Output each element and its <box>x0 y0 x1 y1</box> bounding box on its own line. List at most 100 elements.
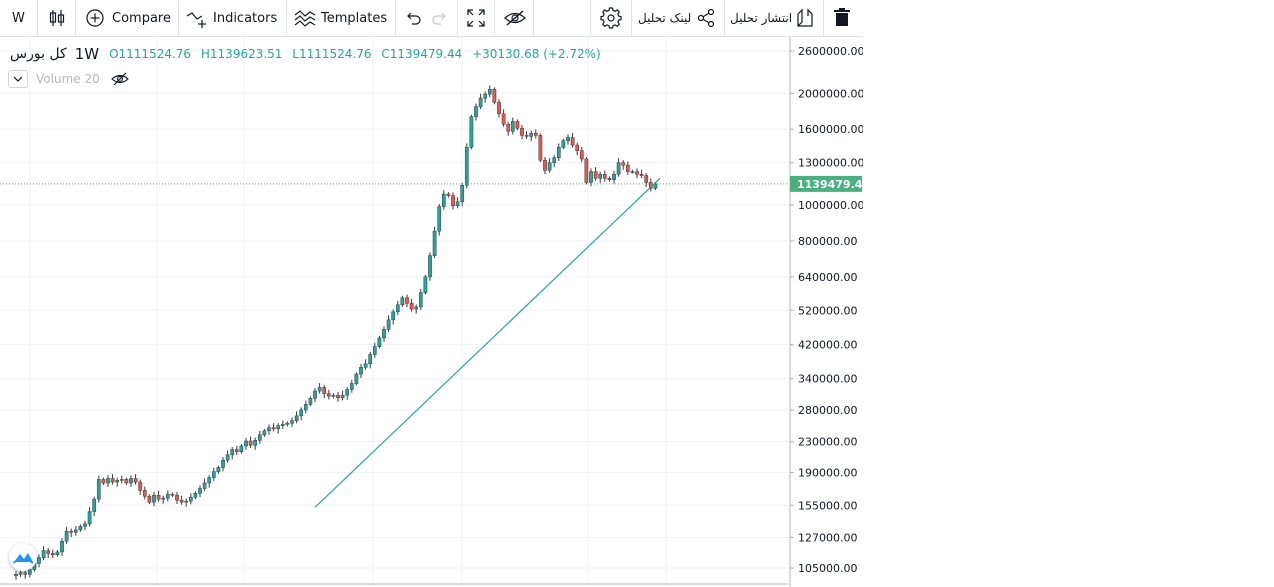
price-chart[interactable]: 2600000.00 2000000.00 1600000.00 1300000.00… <box>0 37 863 587</box>
candle <box>244 437 248 450</box>
candle <box>464 143 469 189</box>
candle <box>106 475 110 487</box>
last-price-text: 1139479.44 <box>797 178 863 191</box>
candle <box>290 417 294 428</box>
candle <box>533 129 538 139</box>
candle <box>78 524 83 532</box>
candle <box>570 133 575 148</box>
candle <box>133 474 138 485</box>
axis-tick-label: 2000000.00 <box>798 87 863 100</box>
interval-button[interactable]: W <box>12 0 25 36</box>
trend-line[interactable] <box>314 177 661 508</box>
candle <box>584 157 589 185</box>
candle <box>359 364 363 378</box>
candle <box>368 352 373 369</box>
chart-grid <box>0 37 788 587</box>
candle <box>400 295 405 307</box>
axis-tick-label: 640000.00 <box>798 271 858 284</box>
compare-button[interactable]: Compare <box>85 0 171 36</box>
delete-button[interactable] <box>833 0 851 36</box>
candle <box>234 445 239 456</box>
candle <box>510 117 515 135</box>
volume-legend: Volume 20 <box>8 70 130 88</box>
volume-label: Volume 20 <box>36 72 100 86</box>
candle <box>566 134 570 145</box>
hide-drawings-button[interactable] <box>503 0 527 36</box>
toolbar-divider <box>590 0 591 36</box>
candle <box>602 170 607 182</box>
eye-crossed-icon[interactable] <box>110 71 130 87</box>
candle <box>129 475 133 487</box>
candle <box>455 197 460 209</box>
candle <box>225 450 230 463</box>
toolbar-divider <box>631 0 632 36</box>
candle <box>303 400 308 414</box>
link-analysis-label: لینک تحلیل <box>638 11 692 25</box>
candle <box>520 125 524 140</box>
chart-type-button[interactable] <box>47 0 67 36</box>
candle <box>363 359 368 370</box>
candle <box>451 192 455 210</box>
candle <box>115 477 120 487</box>
resolution-label: 1W <box>74 45 100 63</box>
candle <box>55 550 60 557</box>
axis-tick-label: 800000.00 <box>798 235 858 248</box>
candle <box>161 495 166 504</box>
axis-tick-label: 420000.00 <box>798 339 858 352</box>
indicators-button[interactable]: Indicators <box>186 0 277 36</box>
symbol-name[interactable]: کل بورس <box>10 46 67 62</box>
publish-analysis-button[interactable]: انتشار تحلیل <box>730 0 815 36</box>
candle <box>405 294 409 308</box>
candle <box>469 114 474 150</box>
price-axis[interactable]: 2600000.00 2000000.00 1600000.00 1300000.00… <box>0 37 863 587</box>
candle <box>492 87 497 105</box>
toolbar-divider <box>37 0 38 36</box>
candle <box>313 387 317 403</box>
candle <box>188 493 193 505</box>
candle <box>354 372 359 386</box>
interval-label: W <box>12 10 25 26</box>
candle <box>152 491 156 507</box>
toolbar-divider <box>494 0 495 36</box>
axis-tick-label: 520000.00 <box>798 304 858 317</box>
candle <box>607 176 612 182</box>
toolbar-divider <box>533 0 534 36</box>
collapse-button[interactable] <box>8 70 28 88</box>
redo-icon <box>432 12 446 25</box>
candle <box>409 298 414 312</box>
logo-button[interactable] <box>9 543 37 571</box>
candle <box>386 315 391 332</box>
candle <box>69 528 74 537</box>
candle <box>326 389 331 400</box>
candle <box>170 492 175 498</box>
fullscreen-icon <box>467 9 485 27</box>
candle <box>138 479 143 495</box>
redo-button[interactable] <box>430 0 450 36</box>
candle <box>639 169 644 179</box>
candle <box>593 167 598 181</box>
candle <box>506 121 511 136</box>
candle <box>391 309 396 325</box>
candle <box>179 495 184 505</box>
candle <box>216 465 221 474</box>
candle <box>221 457 225 472</box>
templates-button[interactable]: Templates <box>294 0 387 36</box>
eye-crossed-icon <box>504 10 526 26</box>
candle <box>83 520 87 531</box>
candle <box>598 171 603 183</box>
settings-button[interactable] <box>600 0 622 36</box>
fullscreen-button[interactable] <box>466 0 486 36</box>
axis-tick-label: 1300000.00 <box>798 157 863 170</box>
candle <box>46 548 51 558</box>
candle <box>64 526 69 544</box>
candle <box>497 99 501 118</box>
candle <box>372 342 377 358</box>
candle <box>308 396 313 407</box>
candle <box>336 391 340 402</box>
link-analysis-button[interactable]: لینک تحلیل <box>638 0 716 36</box>
candle <box>460 182 465 207</box>
candle <box>432 226 437 259</box>
candle <box>612 171 616 184</box>
candle <box>50 549 55 559</box>
undo-button[interactable] <box>403 0 423 36</box>
